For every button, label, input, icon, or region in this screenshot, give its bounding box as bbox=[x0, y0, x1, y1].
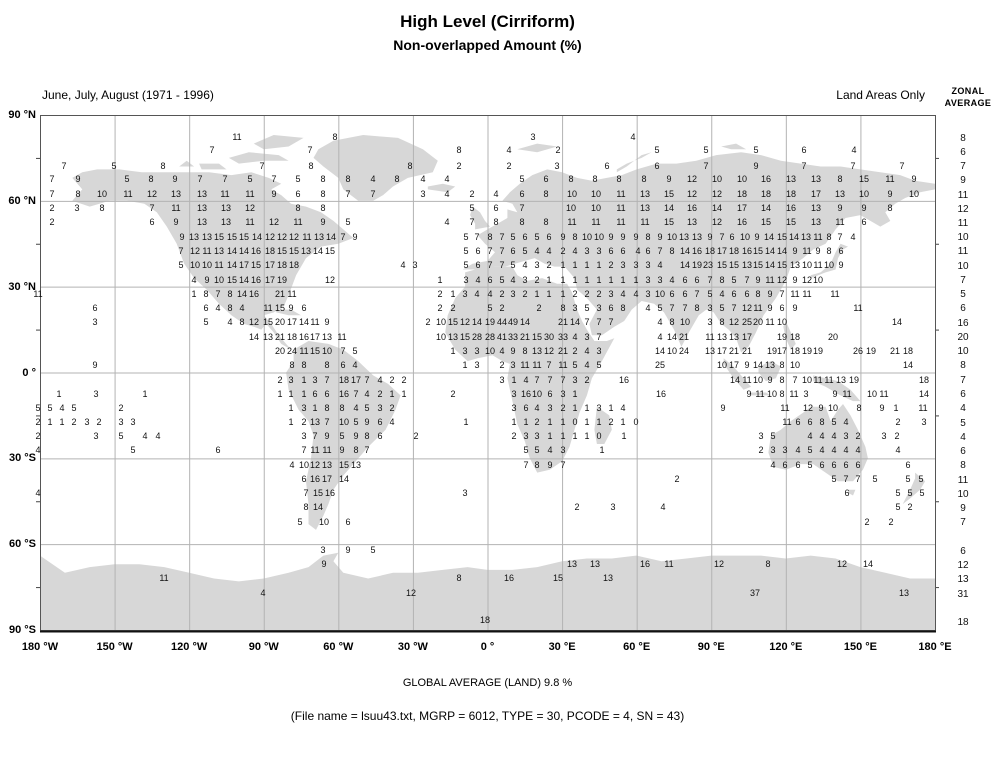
landmass-ellesmere bbox=[253, 135, 304, 150]
landmass-japan bbox=[810, 243, 848, 279]
page-subtitle: Non-overlapped Amount (%) bbox=[393, 37, 582, 53]
landmass-tasmania bbox=[848, 489, 856, 496]
landmass-severnaya-zemlya bbox=[721, 143, 747, 150]
zonal-average-label-line1: ZONAL bbox=[951, 86, 985, 96]
landmass-uk bbox=[470, 206, 490, 230]
landmass-svalbard bbox=[517, 143, 558, 153]
landmass-borneo bbox=[758, 361, 781, 382]
file-info-label: (File name = lsuu43.txt, MGRP = 6012, TY… bbox=[290, 709, 685, 723]
landmass-canadian-arctic bbox=[228, 152, 289, 164]
landmass-victoria-island bbox=[199, 163, 227, 170]
landmass-greenland bbox=[313, 135, 438, 201]
landmass-north-america bbox=[72, 169, 354, 350]
landmass-banks-island bbox=[179, 160, 195, 167]
landmass-madagascar bbox=[594, 406, 612, 444]
landmass-new-guinea bbox=[813, 375, 861, 402]
landmass-new-zealand bbox=[902, 472, 926, 505]
landmass-philippines bbox=[783, 321, 796, 350]
landmass-sumatra bbox=[723, 358, 751, 390]
landmass-cuba bbox=[276, 309, 301, 316]
global-average-label: GLOBAL AVERAGE (LAND) 9.8 % bbox=[402, 677, 573, 689]
landmass-iceland bbox=[427, 183, 456, 193]
zonal-average-label-line2: AVERAGE bbox=[944, 98, 992, 108]
season-period-label: June, July, August (1971 - 1996) bbox=[42, 88, 214, 102]
landmass-australia bbox=[768, 404, 868, 482]
landmass-eurasia bbox=[462, 152, 935, 353]
page-title: High Level (Cirriform) bbox=[400, 12, 575, 31]
landmass-south-america bbox=[286, 341, 401, 530]
landmass-africa bbox=[445, 266, 615, 473]
coverage-label: Land Areas Only bbox=[836, 88, 925, 102]
landmass-java bbox=[748, 392, 771, 396]
